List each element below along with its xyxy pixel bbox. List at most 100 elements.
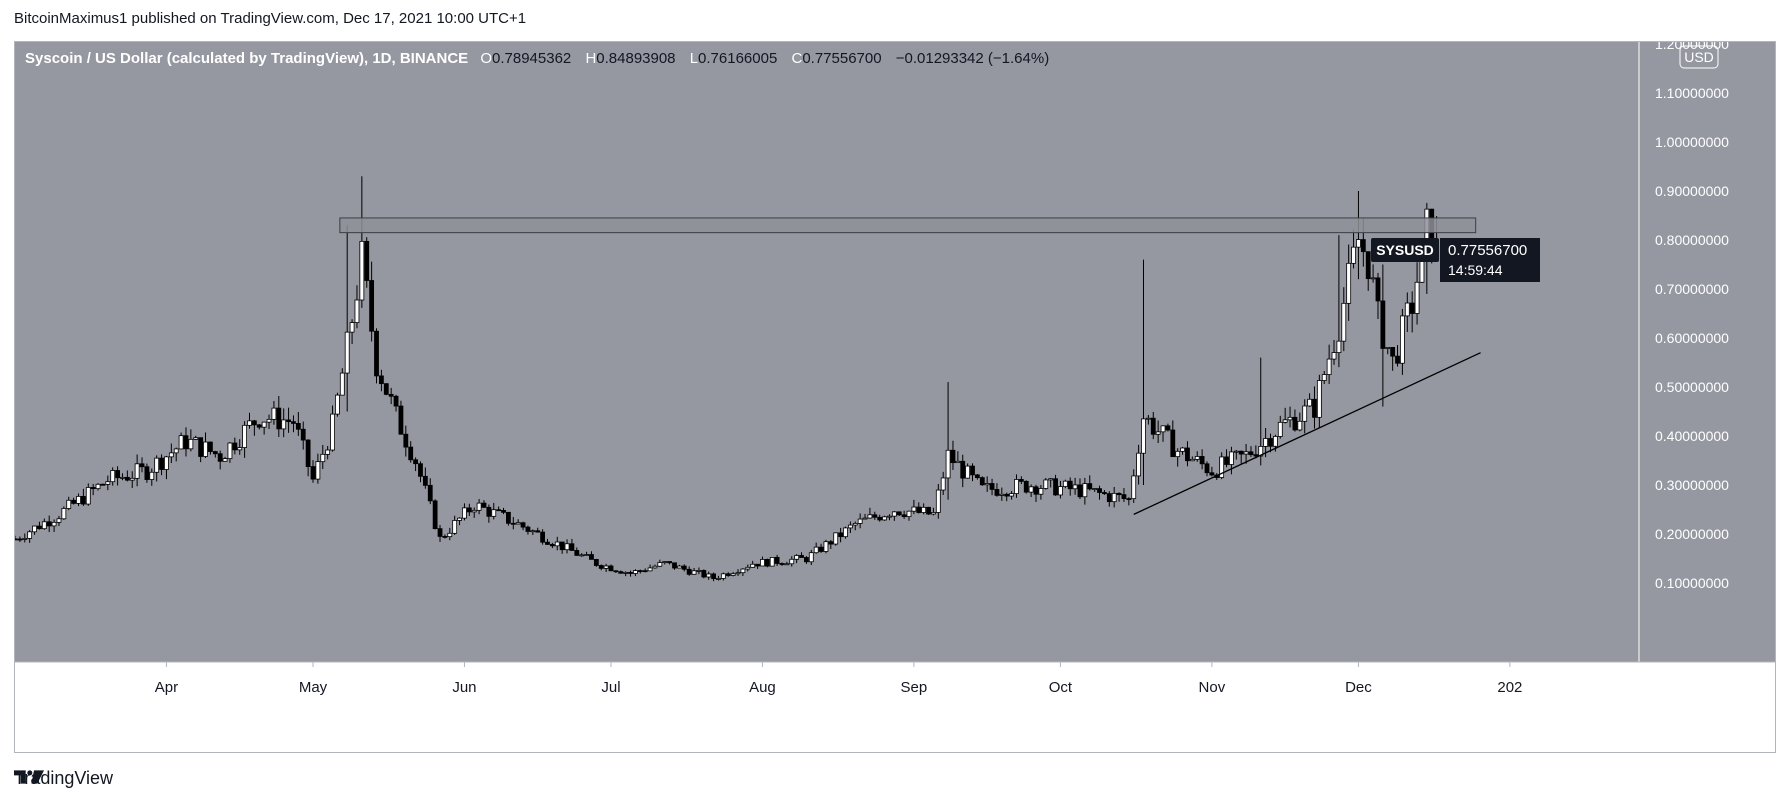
candle xyxy=(168,443,174,464)
candle-body xyxy=(1058,486,1063,496)
candle xyxy=(222,456,228,462)
candle xyxy=(1253,445,1259,459)
candle xyxy=(344,225,350,412)
candle-body xyxy=(447,532,453,538)
candle xyxy=(291,415,296,433)
candle xyxy=(545,538,550,545)
candle-body xyxy=(745,566,751,570)
candle-body xyxy=(979,477,985,486)
candle xyxy=(457,517,462,526)
candle xyxy=(887,514,892,521)
candle-body xyxy=(1351,246,1356,264)
candle xyxy=(1062,479,1068,489)
candle xyxy=(1307,393,1312,407)
candle-body xyxy=(51,521,57,527)
candle xyxy=(188,429,194,452)
candle-body xyxy=(90,487,96,490)
candle-body xyxy=(642,570,648,573)
candle xyxy=(105,475,111,491)
candle xyxy=(813,542,819,554)
candle-body xyxy=(442,535,448,538)
candle-body xyxy=(779,563,785,565)
candle xyxy=(193,435,199,440)
candlestick-chart[interactable]: 1.20000000 1.10000000 1.00000000 0.90000000… xyxy=(15,42,1775,752)
candle xyxy=(1121,488,1127,502)
candle-body xyxy=(1336,340,1342,353)
candle-body xyxy=(999,493,1005,496)
candle xyxy=(393,394,399,412)
candle-body xyxy=(95,483,101,490)
candle-body xyxy=(134,463,140,479)
candle-body xyxy=(955,460,961,464)
candle-body xyxy=(251,420,257,426)
candle xyxy=(755,563,760,569)
candle-body xyxy=(1404,302,1410,317)
candle xyxy=(1375,272,1381,319)
candle-body xyxy=(1028,486,1034,493)
candle xyxy=(1336,235,1342,368)
candle-body xyxy=(1067,480,1073,490)
candle-body xyxy=(437,528,443,537)
time-tick-label: Dec xyxy=(1345,679,1372,696)
candle xyxy=(1351,229,1356,269)
candle xyxy=(676,564,682,569)
candle xyxy=(520,521,526,531)
candle-body xyxy=(559,541,565,551)
candle-body xyxy=(1272,436,1278,447)
candle xyxy=(720,572,726,581)
chart-frame[interactable]: 1.20000000 1.10000000 1.00000000 0.90000000… xyxy=(14,41,1776,753)
candle-body xyxy=(960,460,966,479)
candle xyxy=(1258,357,1264,466)
candle-body xyxy=(1150,417,1156,435)
candle-body xyxy=(1145,417,1151,420)
candle xyxy=(164,455,169,480)
candle xyxy=(80,488,86,506)
candle xyxy=(320,444,326,470)
candle xyxy=(134,454,140,487)
candle xyxy=(955,451,961,464)
candle xyxy=(901,510,907,519)
candle-body xyxy=(427,484,433,502)
candle-body xyxy=(589,554,594,560)
candle xyxy=(686,566,692,576)
candle-body xyxy=(1018,479,1024,482)
price-axis[interactable] xyxy=(1639,42,1775,662)
candle-body xyxy=(66,499,72,509)
candle xyxy=(447,527,453,541)
candle-body xyxy=(330,413,335,451)
candle xyxy=(1092,488,1098,492)
candle xyxy=(1082,477,1088,505)
candle xyxy=(1209,466,1215,477)
candle xyxy=(921,503,927,515)
candle-body xyxy=(154,457,160,473)
candle xyxy=(1009,490,1014,500)
currency-badge[interactable] xyxy=(1679,45,1719,69)
candle xyxy=(364,237,370,288)
candle-body xyxy=(452,520,458,534)
price-tick-label: 0.70000000 xyxy=(1655,281,1729,297)
candle-body xyxy=(681,565,687,570)
candle xyxy=(247,412,252,429)
candle xyxy=(124,470,130,482)
candle-body xyxy=(129,477,135,481)
candle xyxy=(960,454,966,488)
price-tick-label: 0.40000000 xyxy=(1655,428,1729,444)
chart-pane[interactable] xyxy=(15,42,1639,662)
candle xyxy=(159,454,164,476)
candle-body xyxy=(633,570,638,574)
candle-body xyxy=(261,421,267,428)
time-axis[interactable] xyxy=(15,662,1775,752)
candle xyxy=(466,503,472,517)
candle xyxy=(251,419,257,436)
candle-body xyxy=(203,441,208,457)
candle xyxy=(203,432,208,459)
candle xyxy=(408,441,414,463)
candle-body xyxy=(1048,478,1054,481)
candle xyxy=(85,483,91,506)
candle xyxy=(618,570,624,574)
candle xyxy=(418,461,423,483)
candle-body xyxy=(168,452,174,458)
candle-body xyxy=(1248,451,1254,456)
candle xyxy=(1248,446,1254,458)
candle-body xyxy=(1126,498,1132,501)
